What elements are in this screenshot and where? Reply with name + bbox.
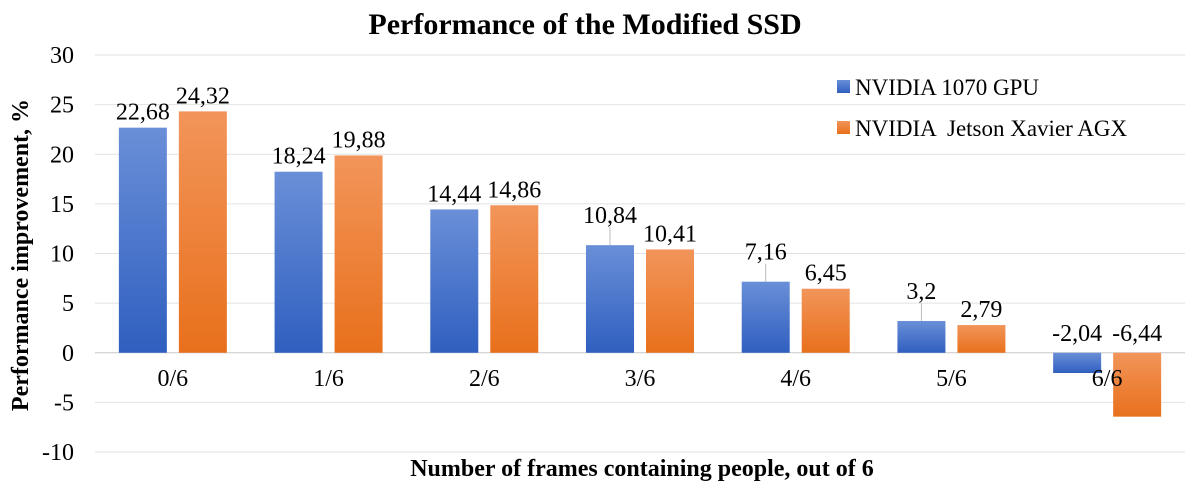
- bar-jetson-xavier-0: [178, 111, 227, 353]
- data-label: 10,84: [583, 203, 637, 229]
- data-label: 19,88: [332, 127, 386, 153]
- y-axis-title: Performance improvement, %: [8, 99, 34, 411]
- data-label: 10,41: [643, 221, 697, 247]
- bar-nvidia-1070-3: [586, 245, 634, 353]
- data-label: 24,32: [176, 83, 230, 109]
- bar-jetson-xavier-1: [334, 155, 383, 353]
- bar-nvidia-1070-0: [118, 127, 167, 353]
- data-label: 2,79: [960, 297, 1002, 323]
- x-tick-label: 3/6: [625, 366, 656, 392]
- y-tick-label: 5: [62, 291, 74, 317]
- data-label: 18,24: [272, 144, 326, 170]
- bar-jetson-xavier-5: [957, 325, 1006, 353]
- bar-nvidia-1070-4: [741, 281, 790, 353]
- data-label: 7,16: [745, 240, 787, 266]
- x-tick-label: 5/6: [936, 366, 967, 392]
- data-label: 3,2: [906, 279, 936, 305]
- bar-jetson-xavier-4: [801, 288, 850, 353]
- bar-jetson-xavier-2: [490, 205, 539, 353]
- legend-swatch-nvidia-1070: [837, 80, 850, 93]
- bar-nvidia-1070-5: [897, 320, 946, 353]
- y-tick-label: 25: [50, 93, 74, 119]
- x-tick-label: 1/6: [313, 366, 344, 392]
- legend-label-nvidia-1070: NVIDIA 1070 GPU: [855, 75, 1039, 100]
- x-axis-title: Number of frames containing people, out …: [410, 456, 874, 482]
- chart-title: Performance of the Modified SSD: [368, 8, 801, 41]
- data-label: -2,04: [1052, 321, 1102, 347]
- x-tick-label: 6/6: [1092, 366, 1123, 392]
- legend-label-jetson-xavier: NVIDIA Jetson Xavier AGX: [855, 116, 1128, 141]
- y-tick-label: 20: [50, 142, 74, 168]
- y-tick-label: -10: [42, 440, 74, 466]
- y-tick-label: 15: [50, 192, 74, 218]
- data-label: 14,44: [427, 181, 481, 207]
- bar-jetson-xavier-6: [1113, 352, 1162, 417]
- data-label: 6,45: [805, 261, 847, 287]
- y-tick-label: 0: [62, 341, 74, 367]
- legend: NVIDIA 1070 GPU NVIDIA Jetson Xavier AGX: [837, 75, 1128, 141]
- x-tick-label: 4/6: [780, 366, 811, 392]
- bar-nvidia-1070-6: [1053, 352, 1102, 373]
- bar-nvidia-1070-2: [430, 209, 479, 353]
- x-tick-label: 2/6: [469, 366, 500, 392]
- legend-swatch-jetson-xavier: [837, 121, 850, 134]
- data-label: 22,68: [116, 100, 170, 126]
- data-label: 14,86: [487, 177, 541, 203]
- x-tick-label: 0/6: [158, 366, 189, 392]
- y-tick-label: 30: [50, 43, 74, 69]
- bar-nvidia-1070-1: [274, 171, 323, 353]
- y-tick-label: 10: [50, 242, 74, 268]
- y-tick-label: -5: [54, 390, 74, 416]
- data-label: -6,44: [1112, 321, 1162, 347]
- bar-jetson-xavier-3: [646, 249, 694, 353]
